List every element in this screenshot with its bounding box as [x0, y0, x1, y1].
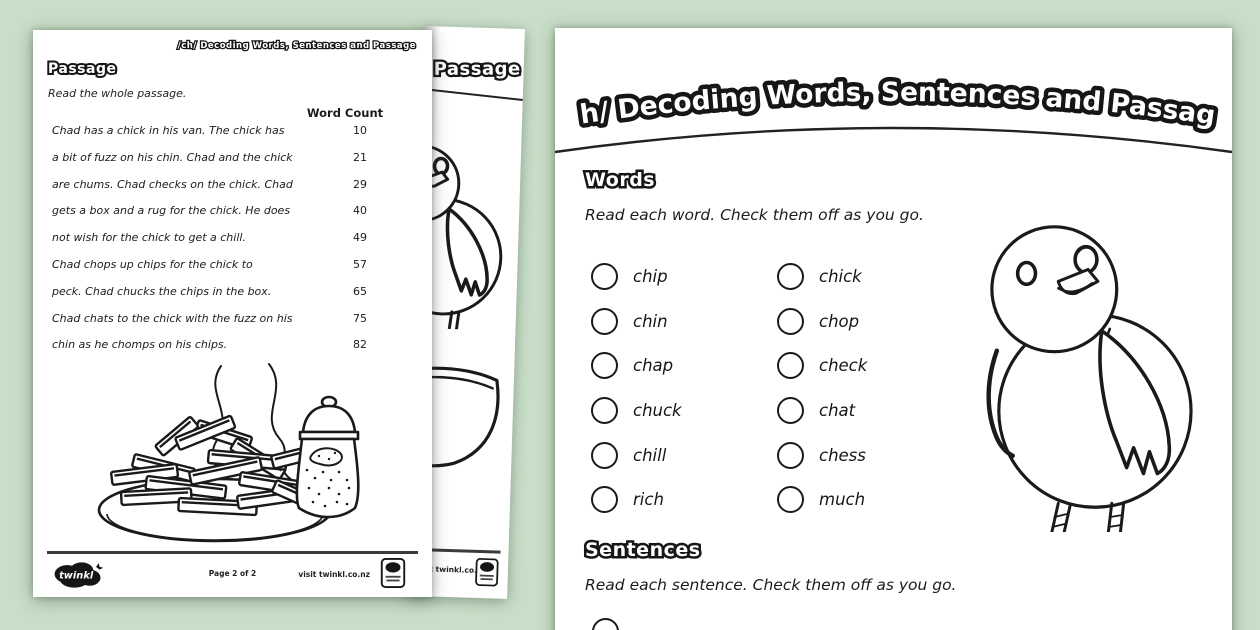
word-checkbox[interactable] — [591, 307, 618, 335]
title-underline-arc — [555, 126, 1232, 154]
title-underline-arc — [418, 87, 525, 102]
svg-text:twinkl: twinkl — [59, 571, 94, 582]
passage-line: Chad has a chick in his van. The chick h… — [48, 124, 420, 151]
sentences-heading: Sentences Sentences — [583, 537, 703, 564]
word-item: chill — [591, 433, 777, 478]
middle-page-title-fragment: Passage Passage — [431, 56, 523, 82]
footer-rule — [47, 551, 418, 554]
word-item: rich — [591, 477, 777, 522]
word-item: chap — [591, 343, 777, 388]
passage-line: Chad chops up chips for the chick to 57 — [48, 258, 420, 285]
word-checkbox[interactable] — [777, 307, 804, 335]
word-checkbox[interactable] — [591, 396, 618, 424]
visit-link-label: visit twinkl.co.nz — [298, 570, 370, 579]
passage-instruction: Read the whole passage. — [48, 87, 187, 100]
words-instruction: Read each word. Check them off as you go… — [585, 206, 924, 224]
word-item: chess — [777, 433, 977, 478]
passage-line: chin as he chomps on his chips. 82 — [48, 338, 420, 365]
left-page: /ch/ Decoding Words, Sentences and Passa… — [33, 30, 432, 597]
word-count-value: 21 — [353, 150, 367, 164]
word-count-value: 82 — [353, 338, 367, 352]
word-item: chick — [777, 254, 977, 299]
right-page: /ch/ Decoding Words, Sentences and Passa… — [555, 28, 1232, 630]
svg-text:/ch/ Decoding Words, Sentences: /ch/ Decoding Words, Sentences and Passa… — [555, 28, 1217, 132]
passage-line: gets a box and a rug for the chick. He d… — [48, 204, 420, 231]
word-item: chip — [591, 254, 777, 299]
passage-heading: Passage Passage — [46, 59, 118, 79]
sentence-checkbox[interactable] — [592, 618, 619, 630]
word-item: check — [777, 343, 977, 388]
page-title-arched: /ch/ Decoding Words, Sentences and Passa… — [555, 28, 1232, 154]
word-checkbox[interactable] — [777, 486, 804, 514]
twinkl-logo: twinkl — [54, 562, 104, 588]
word-count-value: 49 — [353, 231, 367, 245]
word-checkbox[interactable] — [777, 262, 804, 290]
passage-line: not wish for the chick to get a chill. 49 — [48, 231, 420, 258]
word-checkbox[interactable] — [591, 441, 618, 469]
word-checkbox[interactable] — [591, 352, 618, 380]
twinkl-quality-badge — [380, 558, 406, 588]
word-checkbox[interactable] — [591, 486, 618, 514]
left-page-footer: twinkl Page 2 of 2 visit twinkl.co.nz — [47, 557, 418, 593]
passage-line: are chums. Chad checks on the chick. Cha… — [48, 178, 420, 205]
passage-table: Chad has a chick in his van. The chick h… — [48, 124, 420, 365]
word-item: much — [777, 477, 977, 522]
word-count-value: 10 — [353, 124, 367, 137]
words-heading: Words Words — [582, 167, 657, 194]
word-checkbox[interactable] — [777, 396, 804, 424]
word-count-value: 29 — [353, 177, 367, 191]
chips-plate-illustration — [97, 363, 360, 543]
passage-line: Chad chats to the chick with the fuzz on… — [48, 312, 420, 339]
salt-shaker — [295, 395, 360, 519]
word-count-value: 57 — [353, 257, 367, 271]
twinkl-quality-badge — [475, 558, 499, 587]
word-checkbox[interactable] — [777, 441, 804, 469]
word-checkbox[interactable] — [777, 352, 804, 380]
passage-line: peck. Chad chucks the chips in the box. 6… — [48, 285, 420, 312]
sentences-instruction: Read each sentence. Check them off as yo… — [585, 576, 957, 594]
word-item: chin — [591, 299, 777, 344]
word-checkbox[interactable] — [591, 262, 618, 290]
page-header-title: /ch/ Decoding Words, Sentences and Passa… — [176, 40, 417, 53]
page-number-label: Page 2 of 2 — [208, 569, 257, 578]
word-count-header: Word Count — [306, 106, 384, 120]
chick-illustration — [986, 225, 1193, 532]
word-count-value: 75 — [353, 311, 367, 325]
word-checklist: chip chin chap chuck chill rich chick ch… — [591, 254, 977, 522]
word-item: chuck — [591, 388, 777, 433]
passage-line: a bit of fuzz on his chin. Chad and the … — [48, 151, 420, 178]
word-item: chat — [777, 388, 977, 433]
word-count-value: 40 — [353, 204, 367, 218]
word-item: chop — [777, 299, 977, 344]
word-count-value: 65 — [353, 284, 367, 298]
